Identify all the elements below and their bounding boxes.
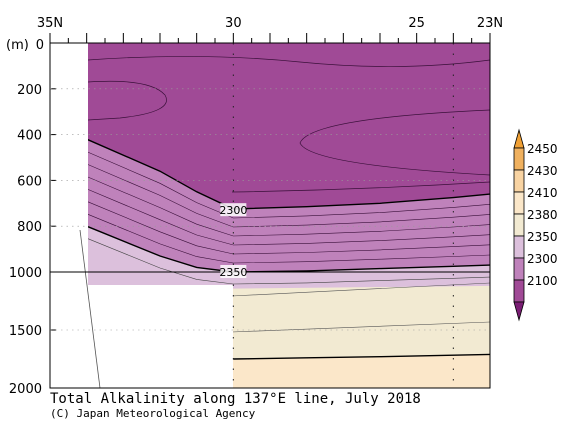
y-tick-label: 1500 <box>9 324 42 339</box>
colorbar-segment <box>513 147 525 171</box>
contour-label-2350: 2350 <box>219 266 247 279</box>
contour-line <box>231 321 490 333</box>
contour-line <box>231 282 490 297</box>
contour-label-bg <box>220 265 247 278</box>
x-tick-label: 23N <box>477 16 503 31</box>
y-axis-depth: 200 400 600 800 1000 1500 2000 0 <box>9 38 490 397</box>
colorbar-label: 2450 <box>527 142 558 156</box>
contour-line <box>299 109 490 176</box>
contour-label-2300: 2300 <box>219 204 247 217</box>
colorbar-label: 2300 <box>527 252 558 266</box>
contour-line <box>50 136 490 219</box>
colorbar-label: 2410 <box>527 186 558 200</box>
y-tick-label: 200 <box>17 83 42 98</box>
contour-line <box>231 181 490 193</box>
y-tick-label: 2000 <box>9 382 42 397</box>
band-2100-2300 <box>50 43 490 209</box>
contour-line <box>50 195 490 264</box>
x-tick-label: 25 <box>408 16 425 31</box>
y-tick-label: 600 <box>17 174 42 189</box>
x-tick-label: 35N <box>37 16 63 31</box>
contour-line <box>87 56 490 67</box>
colorbar-label: 2380 <box>527 208 558 222</box>
colorbar-label: 2430 <box>527 164 558 178</box>
bottom-profile-line <box>79 229 101 388</box>
contour-line <box>50 148 490 228</box>
colorbar-segment <box>513 169 525 193</box>
colorbar-label: 2100 <box>527 274 558 288</box>
contour-label-bg <box>220 203 247 217</box>
colorbar-segment <box>513 213 525 237</box>
colorbar-segment <box>513 257 525 281</box>
contour-2410-line <box>233 353 490 360</box>
contour-line <box>87 80 167 121</box>
y-tick-label: 0 <box>36 38 44 53</box>
colorbar-under-arrow <box>513 301 525 322</box>
chart-title: Total Alkalinity along 137°E line, July … <box>50 391 421 407</box>
y-tick-label: 800 <box>17 220 42 235</box>
colorbar-label: 2350 <box>527 230 558 244</box>
bottom-topography-mask <box>88 285 233 388</box>
y-axis-unit-label: (m) <box>6 38 29 53</box>
contour-line <box>50 172 490 246</box>
x-tick-label: 30 <box>225 16 242 31</box>
colorbar-segment <box>513 191 525 215</box>
chart-credit: (C) Japan Meteorological Agency <box>50 407 256 420</box>
contour-labels: 2300 2350 <box>219 203 247 279</box>
contour-line <box>50 219 490 285</box>
colorbar-over-arrow <box>513 128 525 149</box>
x-axis-latitude: 35N 30 25 23N <box>37 16 503 43</box>
colorbar: 2450 2430 2410 2380 2350 2300 2100 <box>513 128 558 322</box>
colorbar-segment <box>513 279 525 303</box>
colorbar-segment <box>513 235 525 259</box>
field-layers <box>50 43 490 388</box>
no-data-mask-north <box>50 43 88 388</box>
y-tick-label: 1000 <box>9 266 42 281</box>
contour-line <box>50 160 490 237</box>
y-tick-label: 400 <box>17 129 42 144</box>
